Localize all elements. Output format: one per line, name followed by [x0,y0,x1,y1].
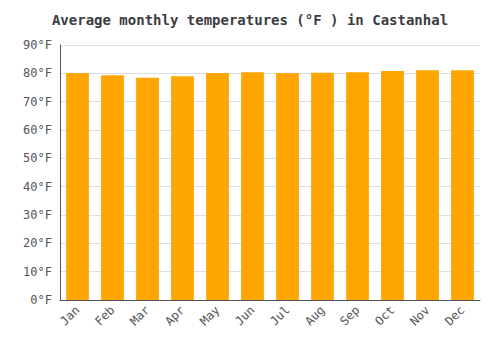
svg-text:May: May [197,303,222,328]
svg-text:70°F: 70°F [23,95,52,109]
svg-text:90°F: 90°F [23,38,52,52]
svg-text:Nov: Nov [407,303,432,328]
svg-text:10°F: 10°F [23,265,52,279]
svg-text:40°F: 40°F [23,180,52,194]
svg-text:Apr: Apr [162,303,187,328]
svg-text:Mar: Mar [127,303,152,328]
svg-text:60°F: 60°F [23,123,52,137]
svg-text:80°F: 80°F [23,66,52,80]
svg-text:30°F: 30°F [23,208,52,222]
svg-text:20°F: 20°F [23,236,52,250]
svg-text:0°F: 0°F [30,293,52,307]
svg-text:Feb: Feb [92,303,117,328]
svg-text:Jan: Jan [57,303,82,328]
svg-text:Jul: Jul [267,303,292,328]
svg-text:Aug: Aug [302,303,327,328]
svg-text:Sep: Sep [337,303,362,328]
svg-text:50°F: 50°F [23,151,52,165]
svg-text:Jun: Jun [232,303,257,328]
svg-text:Dec: Dec [442,303,467,328]
svg-text:Oct: Oct [372,303,397,328]
svg-text:Average monthly temperatures (: Average monthly temperatures (°F ) in Ca… [52,12,448,28]
